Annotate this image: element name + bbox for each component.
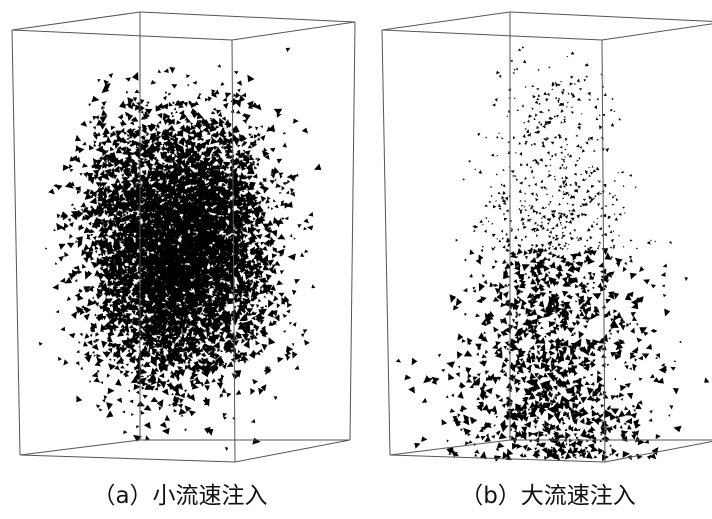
box-edge [605, 440, 712, 462]
panel-a [12, 12, 355, 462]
caption: （b）大流速注入 [460, 483, 636, 509]
panel-b [382, 12, 712, 462]
caption: （a）小流速注入 [92, 483, 267, 509]
particles [396, 46, 710, 462]
box-edge [382, 30, 602, 40]
particles [39, 48, 322, 451]
box-edge [140, 12, 355, 22]
box-edge [12, 30, 232, 40]
box-edge [232, 22, 355, 40]
box-edge [12, 12, 140, 30]
box-edge [20, 455, 235, 462]
box-edge [350, 22, 355, 440]
box-edge [510, 12, 712, 22]
box-edge [602, 22, 712, 40]
box-edge [20, 440, 140, 455]
figure: （a）小流速注入 （b）大流速注入 [0, 0, 712, 519]
box-edge [382, 30, 390, 455]
box-edge [382, 12, 510, 30]
box-edge [235, 440, 350, 462]
box-edge [12, 30, 20, 455]
